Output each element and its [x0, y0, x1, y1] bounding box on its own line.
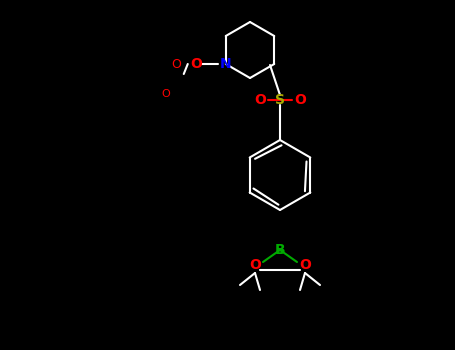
Text: O: O [249, 258, 261, 272]
Text: N: N [220, 57, 232, 71]
Text: O: O [299, 258, 311, 272]
Text: O: O [162, 89, 170, 99]
Text: O: O [294, 93, 306, 107]
Text: O: O [190, 57, 202, 71]
Text: B: B [275, 243, 285, 257]
Text: O: O [171, 57, 181, 70]
Text: O: O [254, 93, 266, 107]
Text: S: S [275, 93, 285, 107]
